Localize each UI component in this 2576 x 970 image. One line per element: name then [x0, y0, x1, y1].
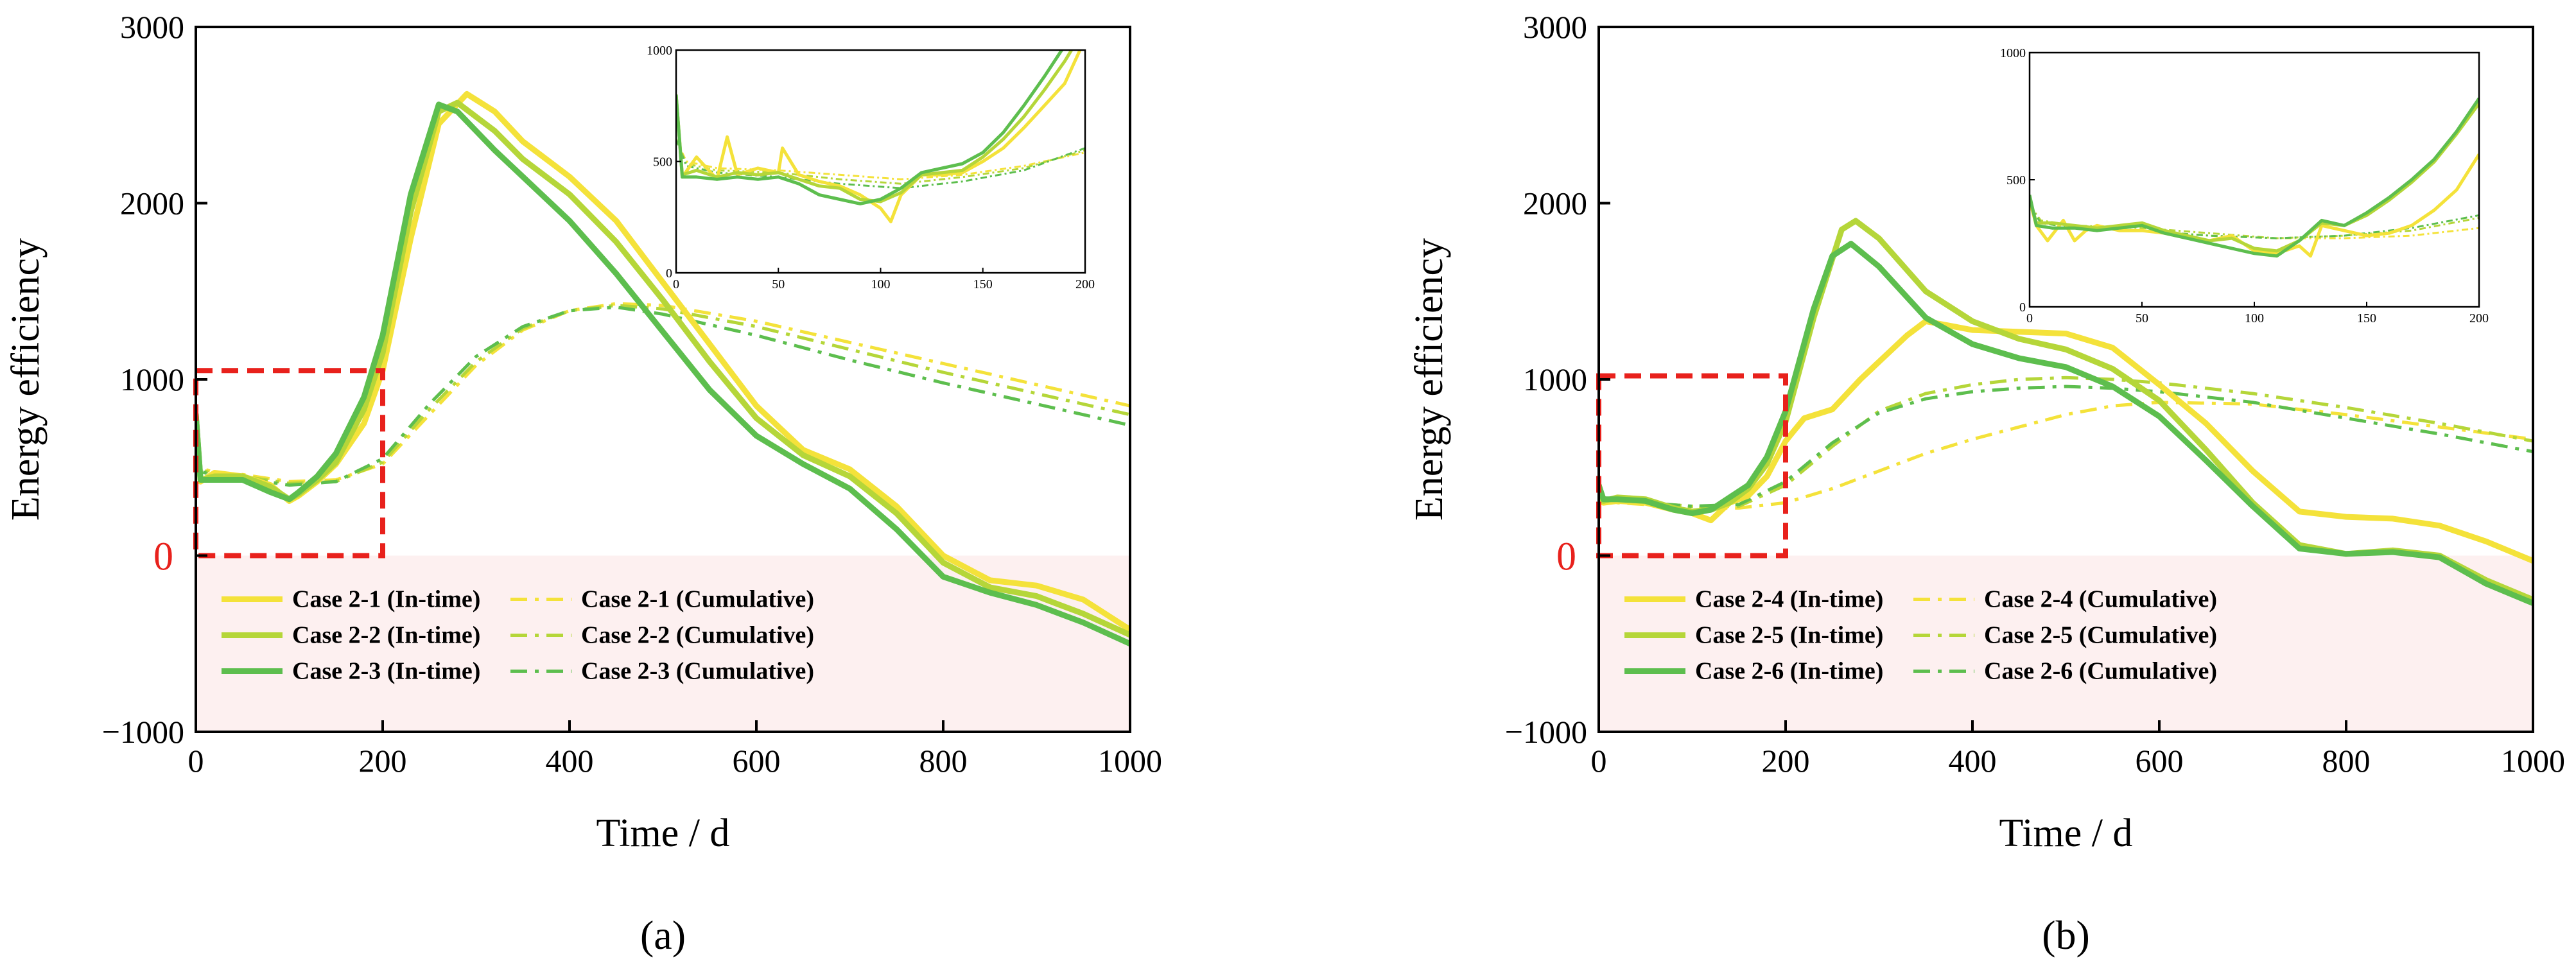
panel-a-inset-series-case-2-3-in-time: [676, 50, 1064, 205]
panel-a-series-case-2-1-cumulative: [196, 302, 1130, 483]
panel-b-legend-label: Case 2-6 (Cumulative): [1984, 658, 2217, 685]
panel-a-x-tick-label: 400: [546, 743, 594, 779]
panel-b-inset-x-tick-label: 50: [2136, 311, 2148, 325]
panel-b-inset-y-tick-label: 1000: [2000, 46, 2026, 60]
panel-a-legend-label: Case 2-2 (Cumulative): [581, 622, 814, 649]
panel-b-legend-label: Case 2-6 (In-time): [1695, 658, 1883, 685]
panel-b-y-axis-title: Energy efficiency: [1407, 238, 1451, 521]
panel-a-inset-series-case-2-1-cumulative: [676, 139, 1085, 180]
panel-a-legend-label: Case 2-1 (Cumulative): [581, 586, 814, 613]
panel-a-y-tick-label: −1000: [102, 714, 184, 750]
panel-b-x-axis-title: Time / d: [1999, 811, 2133, 855]
panel-a-series: [196, 91, 1130, 647]
panel-b-inset: 0 50 100 150 200 0 500 1000: [2000, 46, 2489, 325]
panel-a-x-tick-label: 1000: [1098, 743, 1162, 779]
panel-a-inset-series: [676, 50, 1085, 223]
panel-b-inset-background: [2030, 53, 2479, 307]
panel-b-inset-x-tick-label: 200: [2469, 311, 2489, 325]
panel-b-y-tick-label: 3000: [1523, 9, 1587, 45]
panel-b-legend-label: Case 2-5 (Cumulative): [1984, 622, 2217, 649]
panel-b-series-case-2-6-in-time: [1599, 241, 2533, 607]
panel-a-y-tick-label: 1000: [120, 361, 184, 397]
panel-b-x-tick-label: 0: [1591, 743, 1607, 779]
panel-b-y-tick-label: −1000: [1505, 714, 1587, 750]
panel-a-y-axis-title: Energy efficiency: [4, 238, 48, 521]
panel-a-zoom-box: [193, 368, 385, 559]
panel-a-inset-series-case-2-2-cumulative: [676, 139, 1085, 185]
panel-a-legend-label: Case 2-1 (In-time): [292, 586, 480, 613]
panel-a-legend-label: Case 2-2 (In-time): [292, 622, 480, 649]
panel-b-series-case-2-4-in-time: [1599, 318, 2533, 564]
panel-a-y-tick-label: 2000: [120, 186, 184, 221]
panel-a-legend: Case 2-1 (In-time) Case 2-1 (Cumulative) C…: [222, 586, 814, 685]
panel-b-inset-x-tick-label: 100: [2245, 311, 2264, 325]
panel-b-series: [1599, 218, 2533, 607]
panel-b-inset-x-tick-label: 150: [2357, 311, 2376, 325]
panel-b-label: (b): [2042, 912, 2090, 958]
panel-b-legend-label: Case 2-4 (Cumulative): [1984, 586, 2217, 613]
panel-b-x-tick-label: 200: [1762, 743, 1810, 779]
panel-a-inset-x-tick-label: 150: [973, 277, 993, 291]
panel-a-x-axis-title: Time / d: [596, 811, 730, 855]
panel-b-inset-series-case-2-6-in-time: [2030, 97, 2479, 258]
panel-b-x-tick-label: 1000: [2501, 743, 2565, 779]
panel-b-x-tick-label: 800: [2322, 743, 2371, 779]
panel-a-x-tick-label: 200: [359, 743, 407, 779]
panel-b-zoom-box: [1596, 373, 1788, 559]
panel-a-label: (a): [640, 912, 686, 958]
panel-b-inset-series-case-2-6-cumulative: [2030, 204, 2479, 239]
panel-a-x-tick-label: 800: [919, 743, 968, 779]
panel-b-series-case-2-6-cumulative: [1599, 385, 2533, 508]
panel-b-legend: Case 2-4 (In-time) Case 2-4 (Cumulative) C…: [1624, 586, 2217, 685]
panel-a-series-case-2-3-in-time: [196, 101, 1130, 647]
panel-a-inset-series-case-2-3-cumulative: [676, 139, 1085, 189]
panel-b-x-tick-label: 400: [1949, 743, 1997, 779]
panel-b-inset-y-tick-label: 0: [2019, 300, 2026, 315]
panel-a-inset-y-tick-label: 1000: [647, 44, 672, 58]
panel-a-x-tick-label: 0: [188, 743, 204, 779]
panel-b-y-tick-label: 1000: [1523, 361, 1587, 397]
panel-a-inset-background: [676, 50, 1085, 273]
panel-a-legend-label: Case 2-3 (Cumulative): [581, 658, 814, 685]
panel-b-y-tick-label-zero: 0: [1556, 535, 1576, 579]
panel-b-negative-region: [1599, 555, 2533, 732]
panel-b-inset-y-tick-label: 500: [2006, 173, 2026, 187]
panel-a-inset: 0 50 100 150 200 0 500 1000: [647, 44, 1095, 291]
panel-b-series-case-2-5-cumulative: [1599, 376, 2533, 508]
panel-a-y-tick-label: 3000: [120, 9, 184, 45]
panel-b-inset-series: [2030, 97, 2479, 258]
panel-a-x-tick-label: 600: [733, 743, 781, 779]
panel-a-inset-y-tick-label: 0: [666, 266, 672, 281]
panel-b-legend-label: Case 2-5 (In-time): [1695, 622, 1883, 649]
panel-a-inset-x-tick-label: 50: [772, 277, 785, 291]
panel-a-inset-y-tick-label: 500: [653, 155, 672, 169]
panel-a-series-case-2-2-cumulative: [196, 304, 1130, 485]
panel-a-inset-x-tick-label: 0: [673, 277, 679, 291]
panel-a-y-tick-label-zero: 0: [153, 535, 173, 579]
panel-b-inset-x-tick-label: 0: [2026, 311, 2033, 325]
panel-b-y-tick-label: 2000: [1523, 186, 1587, 221]
panel-b-inset-series-case-2-4-in-time: [2030, 153, 2479, 258]
panel-a-series-case-2-3-cumulative: [196, 306, 1130, 487]
panel-b-legend-label: Case 2-4 (In-time): [1695, 586, 1883, 613]
panel-a: 0 200 400 600 800 1000−10000100020003000Time …: [4, 9, 1162, 958]
panel-a-inset-series-case-2-1-in-time: [676, 50, 1082, 223]
panel-a-legend-label: Case 2-3 (In-time): [292, 658, 480, 685]
panel-a-inset-x-tick-label: 200: [1075, 277, 1095, 291]
panel-a-inset-x-tick-label: 100: [871, 277, 891, 291]
panel-b: 0 200 400 600 800 1000−10000100020003000Time …: [1407, 9, 2565, 958]
panel-b-x-tick-label: 600: [2136, 743, 2184, 779]
panel-b-inset-series-case-2-5-in-time: [2030, 102, 2479, 253]
